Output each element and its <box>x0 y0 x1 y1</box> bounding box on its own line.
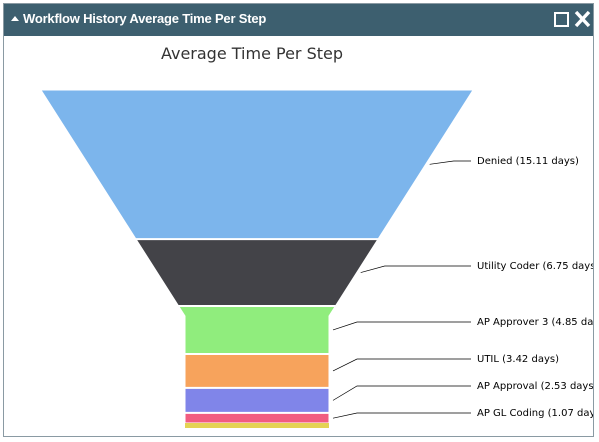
widget-titlebar: Workflow History Average Time Per Step <box>4 4 593 36</box>
workflow-history-widget: Workflow History Average Time Per Step A… <box>3 3 594 437</box>
funnel-label: AP Approval (2.53 days) <box>477 381 593 392</box>
funnel-base-band <box>185 423 329 428</box>
funnel-segments <box>40 89 474 428</box>
funnel-chart: Average Time Per Step Denied (15.11 days… <box>40 44 593 428</box>
chart-title: Average Time Per Step <box>161 44 343 63</box>
funnel-segment-denied[interactable] <box>40 89 474 240</box>
funnel-label: Utility Coder (6.75 days) <box>477 261 593 272</box>
funnel-labels: Denied (15.11 days) Utility Coder (6.75 d… <box>332 156 593 419</box>
widget-title: Workflow History Average Time Per Step <box>23 11 267 26</box>
close-icon[interactable] <box>574 9 591 29</box>
label-connector <box>332 385 471 401</box>
label-connector <box>332 358 471 372</box>
label-connector <box>332 321 471 331</box>
caret-up-icon[interactable] <box>11 16 19 21</box>
funnel-label: UTIL (3.42 days) <box>477 354 559 365</box>
label-connector <box>332 412 471 419</box>
funnel-label: AP GL Coding (1.07 days) <box>477 408 593 419</box>
label-connector <box>360 265 471 273</box>
label-connector <box>429 160 471 165</box>
funnel-label: Denied (15.11 days) <box>477 156 579 167</box>
funnel-segment-ap-approver-3[interactable] <box>178 305 336 354</box>
maximize-icon[interactable] <box>554 12 569 27</box>
funnel-segment-utility-coder[interactable] <box>135 239 379 306</box>
funnel-label: AP Approver 3 (4.85 days) <box>477 317 593 328</box>
